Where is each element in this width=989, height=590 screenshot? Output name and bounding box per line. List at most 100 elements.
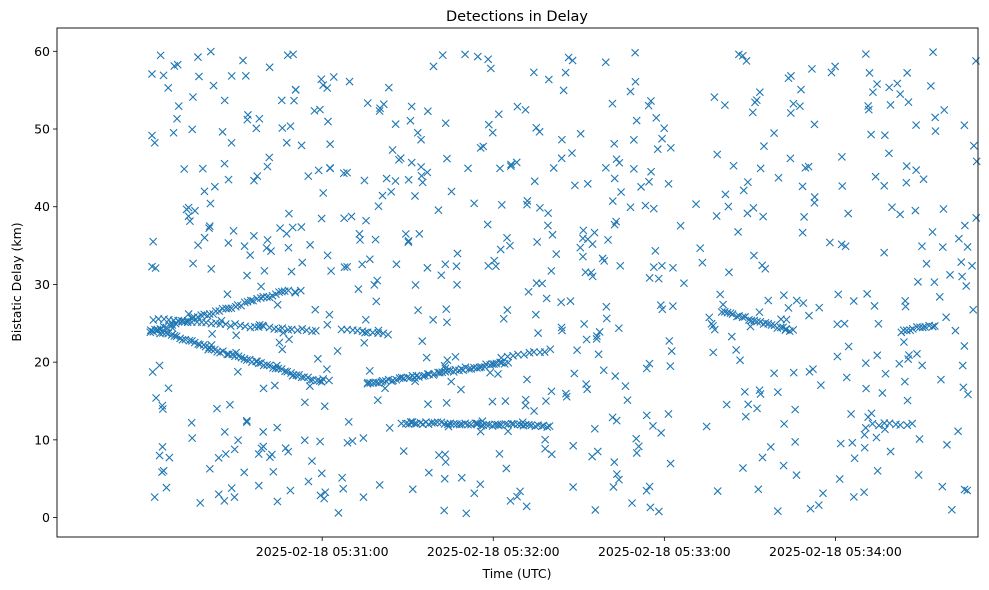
data-point [246, 251, 255, 260]
data-point [472, 419, 481, 428]
data-point [260, 266, 269, 275]
data-point [249, 231, 258, 240]
data-point [150, 138, 159, 147]
data-point [210, 182, 219, 191]
data-point [547, 450, 556, 459]
data-point [849, 297, 858, 306]
data-point [287, 267, 296, 276]
y-tick-label: 60 [34, 44, 50, 59]
data-point [290, 96, 298, 105]
data-point [544, 75, 553, 84]
data-point [903, 421, 912, 430]
data-point [658, 305, 667, 314]
data-point [962, 282, 971, 291]
data-point [259, 384, 268, 393]
data-point [218, 304, 227, 313]
data-point [441, 260, 450, 269]
data-point [938, 243, 947, 252]
data-point [748, 108, 757, 117]
data-point [329, 73, 338, 81]
data-point [242, 418, 251, 427]
data-point [713, 150, 722, 159]
data-point [692, 200, 701, 209]
data-point [207, 264, 216, 273]
data-point [786, 108, 795, 117]
data-point [232, 348, 241, 357]
data-point [958, 272, 967, 281]
data-point [626, 87, 635, 96]
data-point [660, 124, 669, 133]
data-point [437, 271, 446, 280]
data-point [929, 48, 938, 57]
data-point [712, 211, 721, 220]
data-point [939, 205, 948, 213]
data-point [263, 235, 272, 244]
data-point [849, 492, 858, 501]
data-point [780, 419, 789, 428]
data-point [276, 224, 285, 233]
data-point [954, 234, 963, 243]
data-point [148, 367, 157, 376]
data-point [164, 83, 173, 92]
data-point [227, 304, 236, 313]
data-point [786, 71, 795, 80]
data-point [404, 175, 413, 184]
data-point [579, 226, 588, 235]
data-point [521, 105, 530, 114]
data-point [326, 163, 335, 172]
data-point [246, 296, 255, 305]
data-point [188, 93, 197, 102]
data-point [653, 145, 662, 154]
data-point [363, 99, 372, 108]
data-point [286, 486, 295, 495]
data-point [255, 320, 264, 329]
data-point [734, 227, 743, 236]
data-point [833, 352, 842, 361]
data-point [805, 367, 814, 376]
data-point [719, 300, 728, 309]
data-point [284, 243, 293, 252]
data-point [204, 345, 213, 354]
data-point [184, 203, 193, 212]
data-point [928, 322, 937, 331]
data-point [951, 326, 960, 335]
data-point [255, 114, 264, 123]
data-markers [146, 47, 981, 518]
data-point [612, 217, 621, 226]
data-point [696, 244, 705, 253]
data-point [738, 464, 747, 473]
data-point [385, 423, 394, 432]
data-point [710, 325, 719, 334]
data-point [617, 188, 626, 197]
data-point [971, 56, 980, 65]
data-point [698, 258, 707, 267]
data-point [615, 158, 624, 167]
data-point [348, 436, 357, 445]
data-point [676, 221, 685, 230]
x-tick-label: 2025-02-18 05:31:00 [256, 544, 389, 559]
data-point [874, 319, 883, 328]
data-point [887, 203, 896, 212]
data-point [473, 52, 482, 61]
data-point [531, 310, 540, 319]
data-point [825, 238, 834, 247]
data-point [637, 182, 646, 191]
data-point [265, 153, 274, 162]
data-point [387, 187, 396, 196]
data-point [497, 353, 506, 362]
data-point [323, 251, 332, 260]
data-point [582, 335, 591, 344]
data-point [494, 110, 503, 119]
data-point [779, 461, 788, 470]
data-point [476, 143, 485, 152]
data-point [844, 209, 853, 218]
data-point [277, 96, 286, 105]
data-point [559, 86, 568, 95]
data-point [784, 303, 793, 312]
data-point [862, 384, 871, 393]
data-point [576, 129, 585, 138]
data-point [896, 210, 905, 219]
data-point [755, 308, 764, 317]
data-point [755, 88, 764, 97]
data-point [810, 120, 819, 129]
